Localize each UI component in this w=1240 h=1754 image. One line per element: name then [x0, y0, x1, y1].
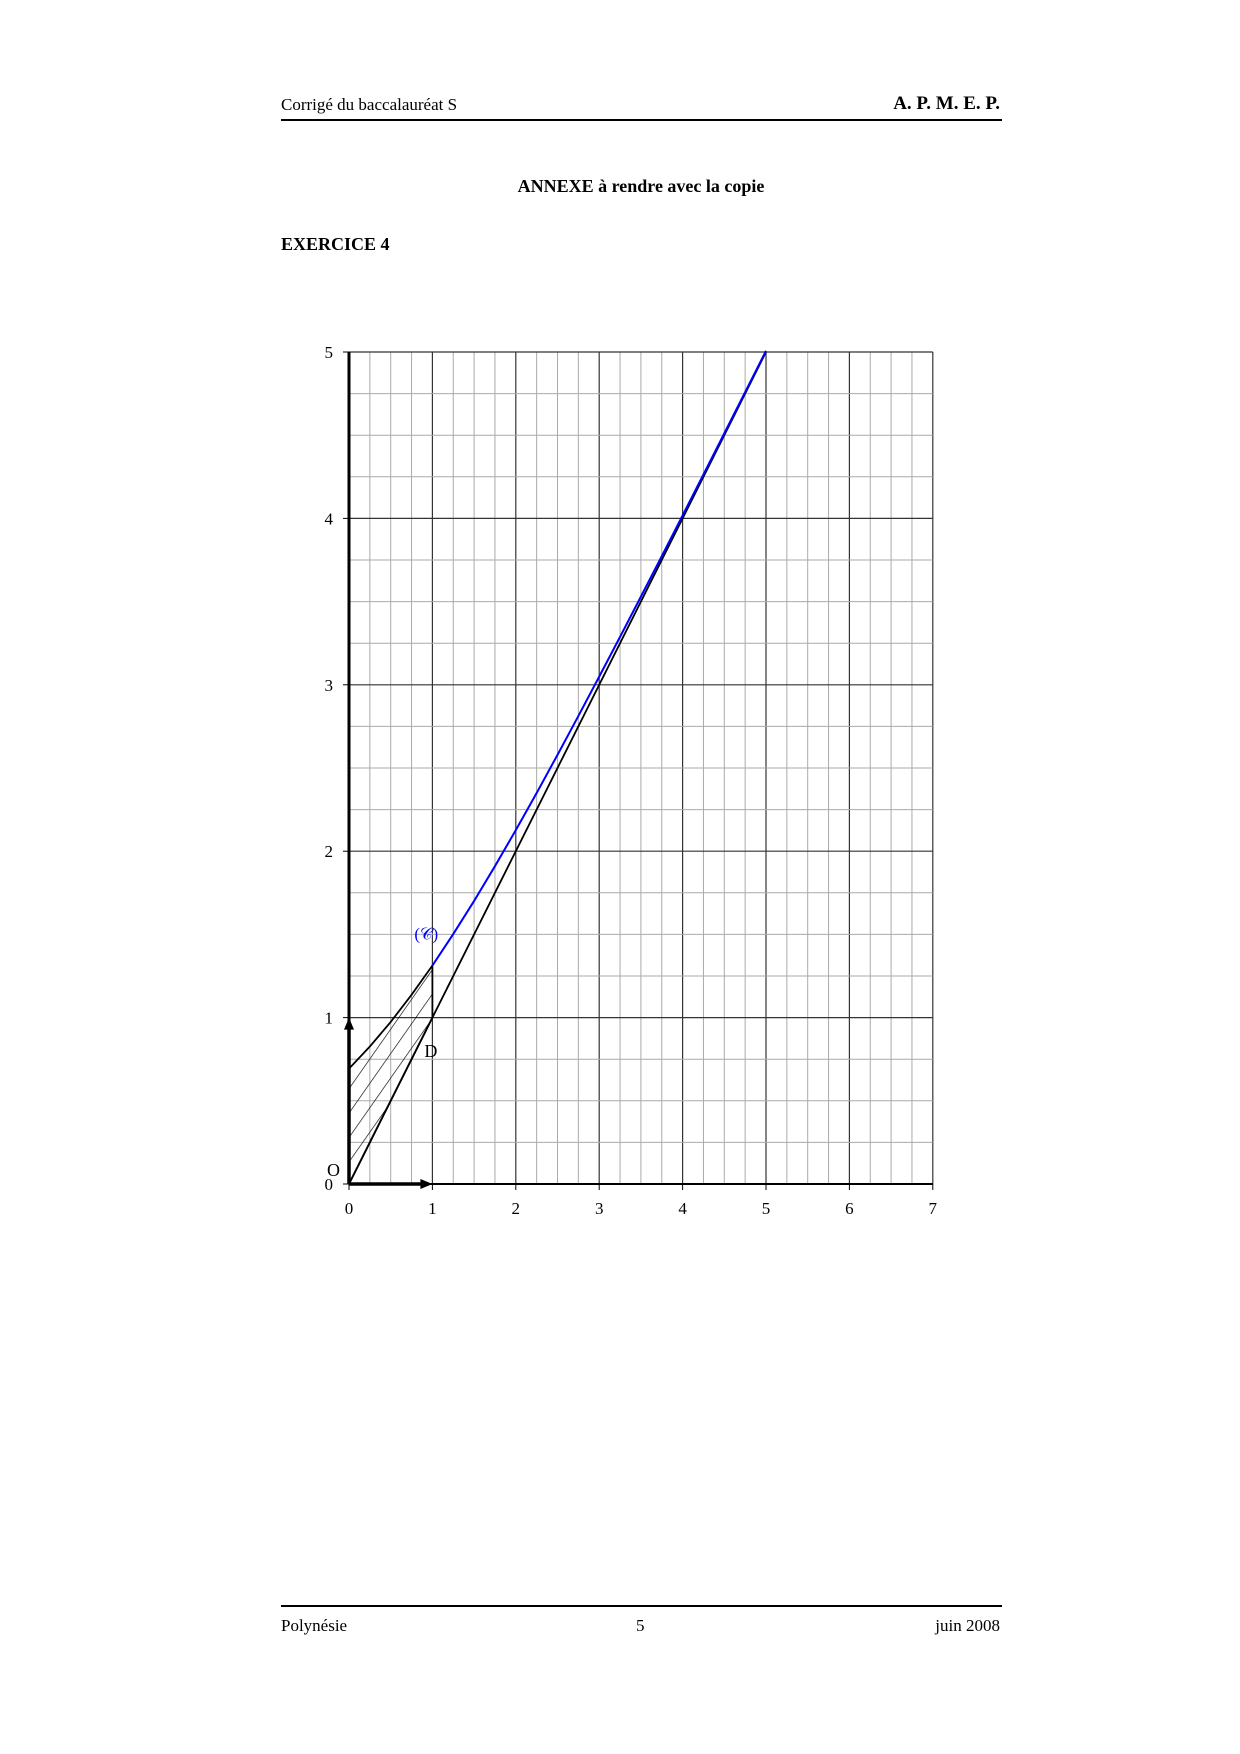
- x-tick-label: 0: [345, 1199, 354, 1218]
- footer-rule: [281, 1605, 1002, 1607]
- header-right: A. P. M. E. P.: [893, 93, 1000, 114]
- footer-page-number: 5: [636, 1616, 645, 1635]
- y-tick-label: 3: [325, 676, 334, 695]
- x-tick-label: 5: [762, 1199, 771, 1218]
- x-tick-label: 3: [595, 1199, 604, 1218]
- x-tick-label: 1: [428, 1199, 437, 1218]
- footer-right: juin 2008: [935, 1616, 1000, 1635]
- y-tick-label: 2: [325, 842, 334, 861]
- page-title: ANNEXE à rendre avec la copie: [517, 176, 765, 196]
- arrow-head-icon: [344, 1017, 354, 1030]
- exercise-heading: EXERCICE 4: [281, 234, 390, 254]
- header-rule: [281, 119, 1002, 121]
- y-tick-label: 4: [325, 509, 334, 528]
- footer-left: Polynésie: [281, 1616, 348, 1635]
- origin-label: O: [327, 1160, 340, 1180]
- header-left: Corrigé du baccalauréat S: [281, 95, 458, 114]
- y-tick-label: 5: [325, 343, 334, 362]
- line-d: [348, 351, 767, 1185]
- y-tick-label: 1: [325, 1009, 334, 1028]
- x-tick-label: 7: [929, 1199, 938, 1218]
- line-d-label: D: [424, 1041, 437, 1061]
- arrow-head-icon: [420, 1179, 433, 1189]
- x-tick-label: 2: [512, 1199, 521, 1218]
- curve-c: [431, 350, 767, 967]
- curve-c-label: (𝒞): [414, 924, 438, 943]
- x-tick-label: 4: [678, 1199, 687, 1218]
- y-tick-label: 0: [325, 1175, 334, 1194]
- x-tick-label: 6: [845, 1199, 854, 1218]
